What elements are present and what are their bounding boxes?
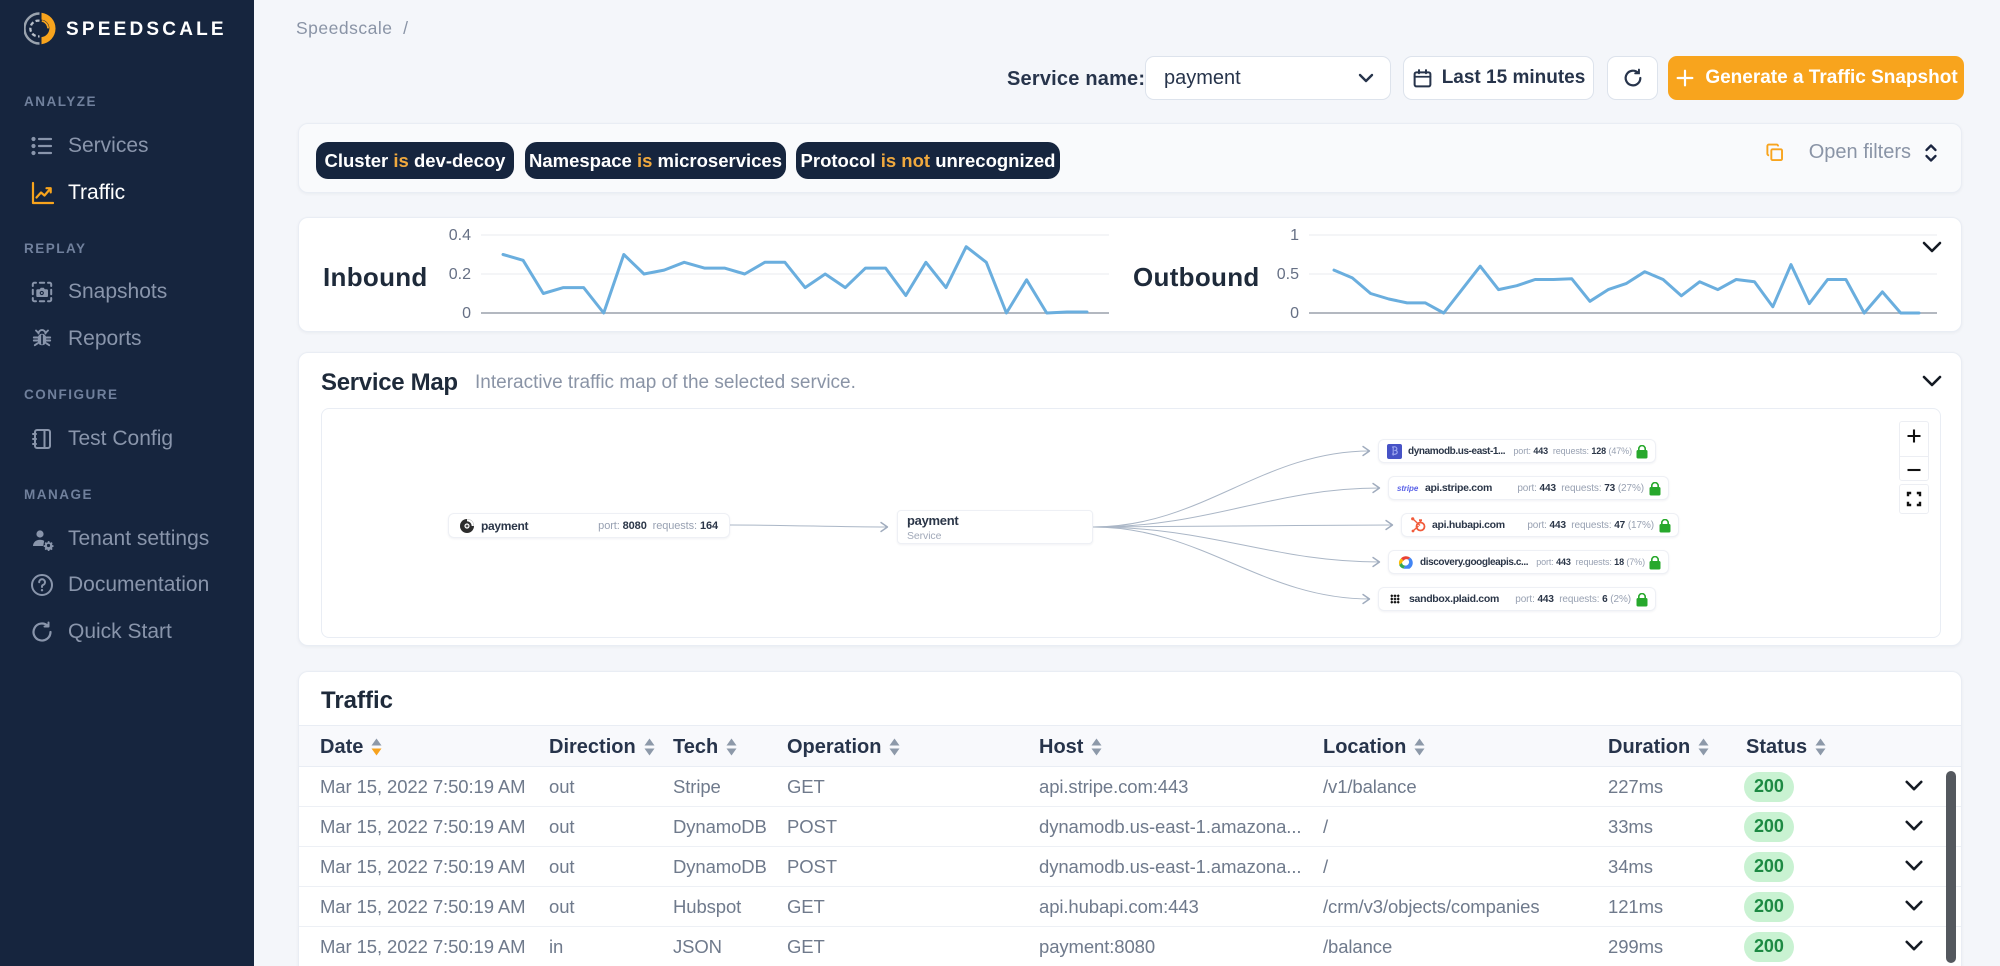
svg-text:stripe: stripe <box>1397 484 1419 493</box>
